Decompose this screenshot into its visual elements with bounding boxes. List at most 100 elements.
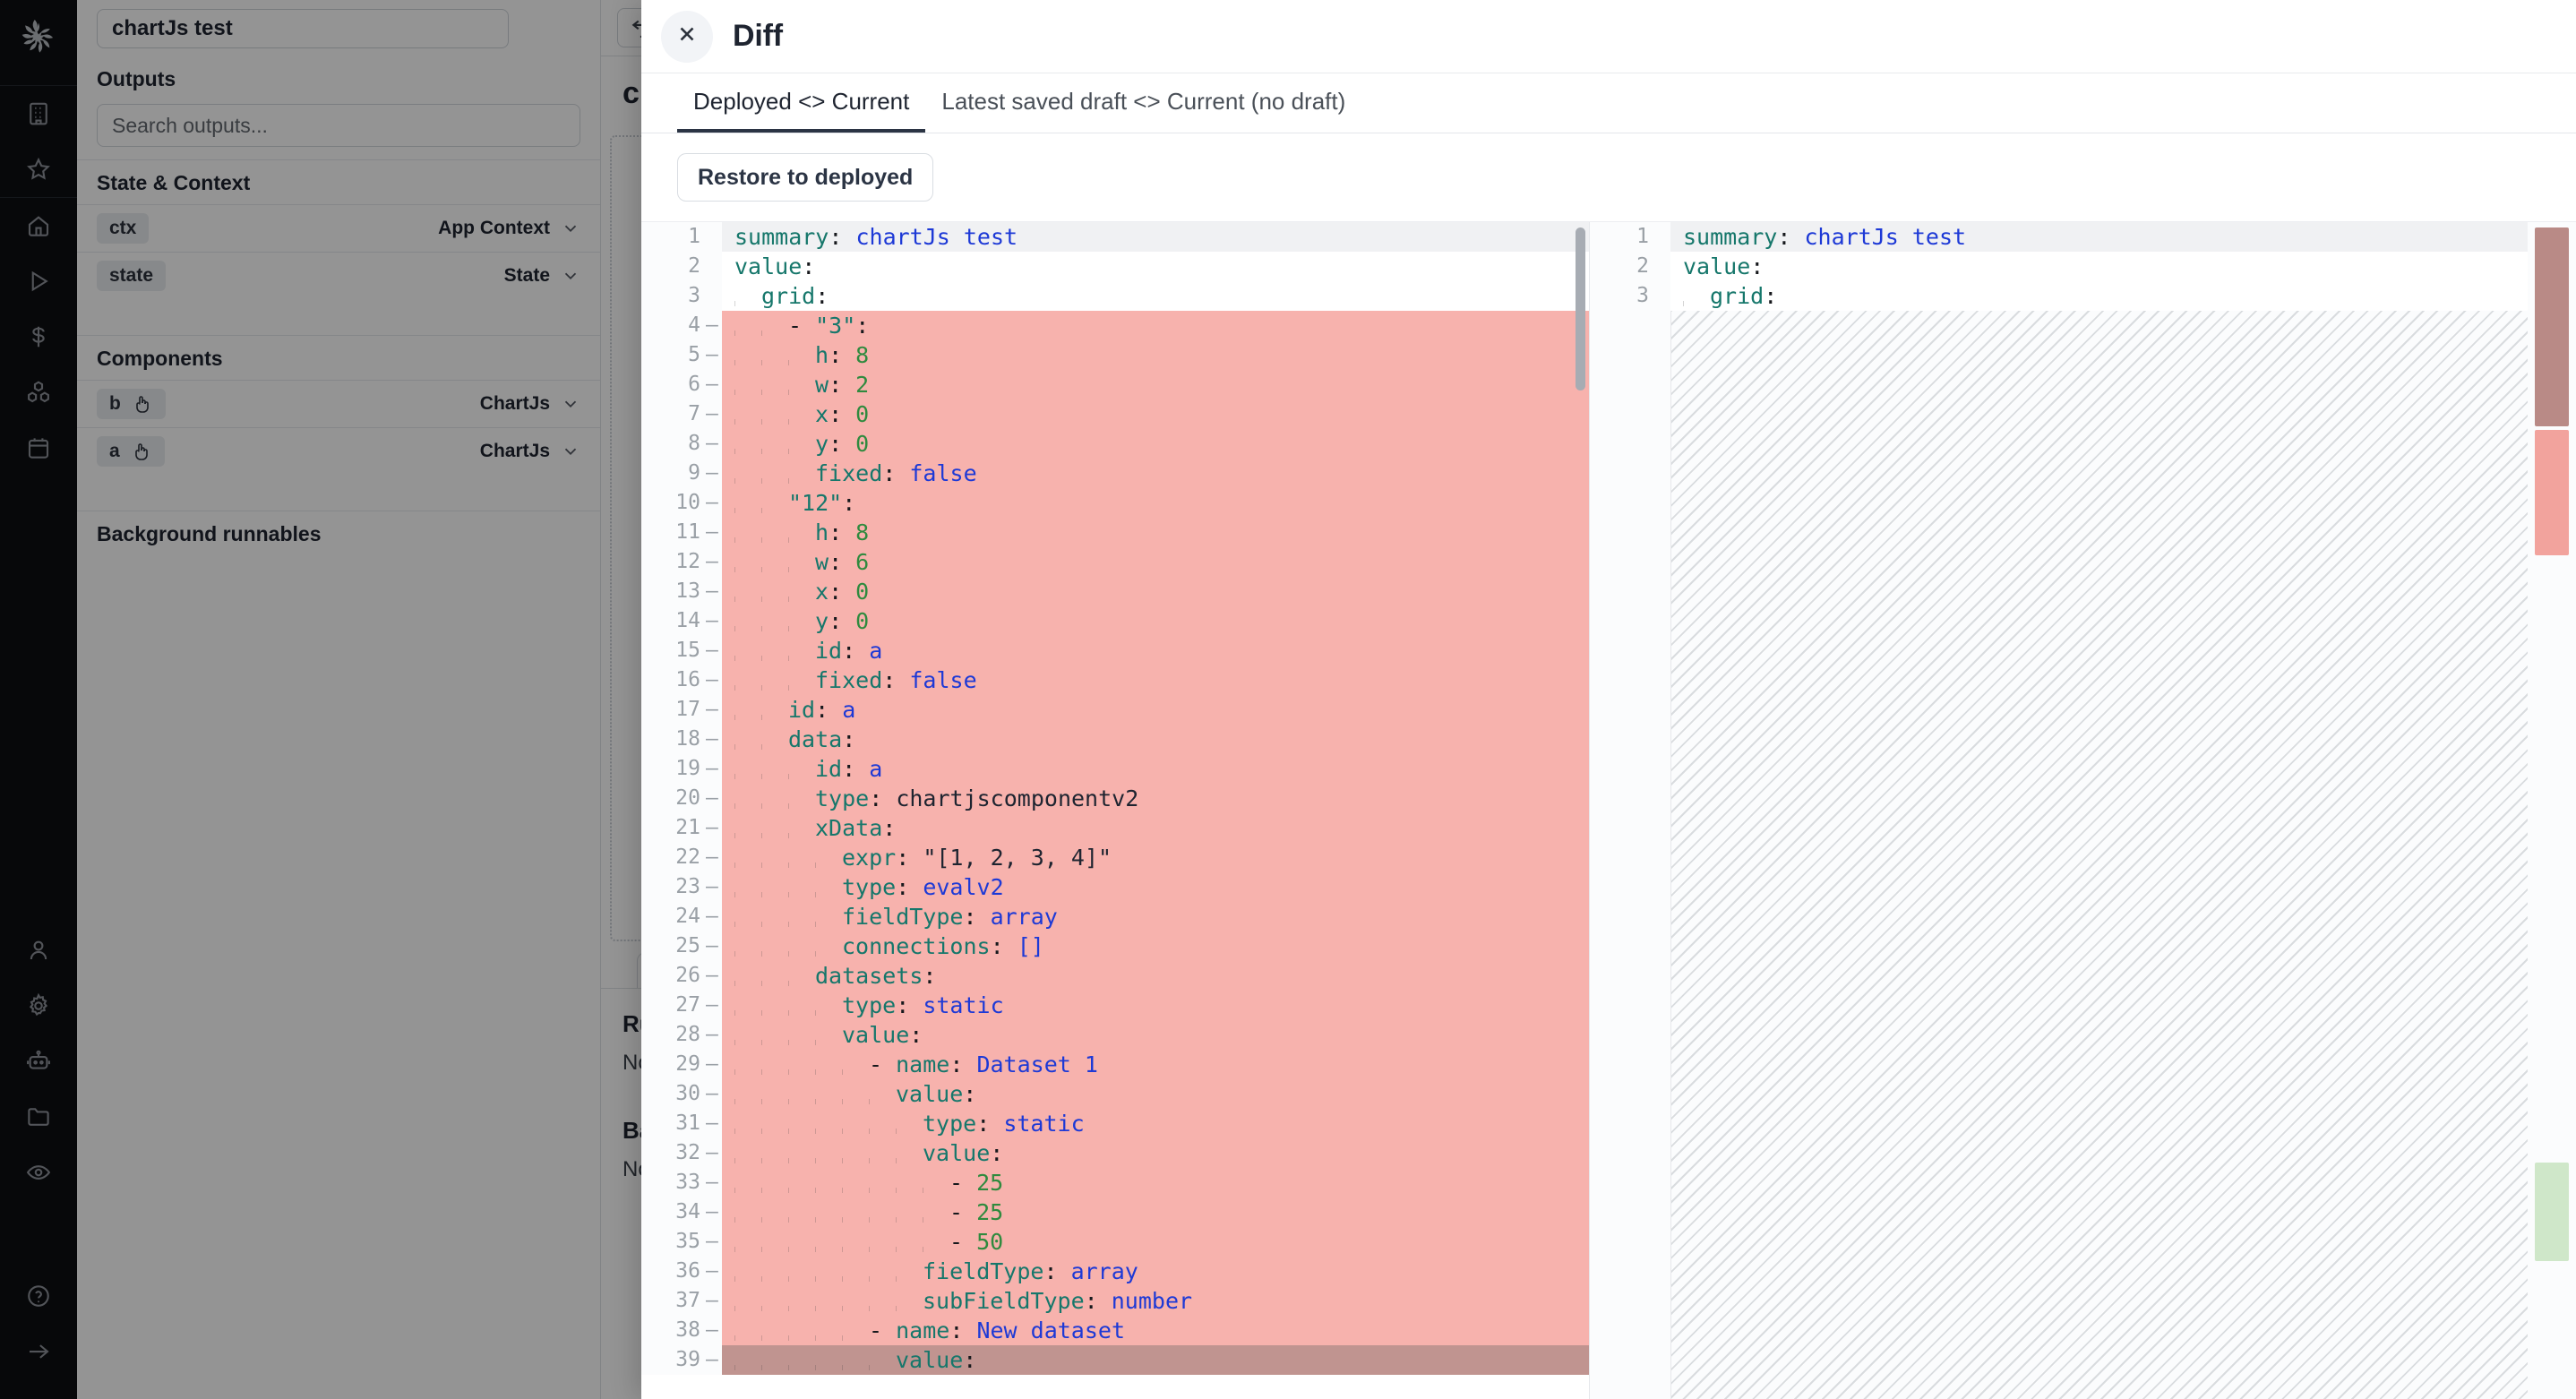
line-number: 1 (1590, 222, 1654, 252)
diff-line: 30— value: (641, 1079, 1589, 1109)
diff-line: 20— type: chartjscomponentv2 (641, 784, 1589, 813)
diff-marker: — (706, 872, 722, 902)
eye-icon[interactable] (0, 1145, 77, 1200)
diff-line: 2 value: (641, 252, 1589, 281)
close-button[interactable] (661, 10, 713, 63)
line-number: 2 (641, 252, 706, 281)
chevron-down-icon[interactable] (561, 219, 580, 238)
code-text: fixed: false (722, 665, 1589, 695)
diff-line: 3 grid: (1590, 281, 2576, 311)
state-context-row-state[interactable]: state State (77, 252, 600, 299)
diff-marker: — (706, 961, 722, 991)
cubes-icon[interactable] (0, 365, 77, 420)
line-number: 1 (641, 222, 706, 252)
robot-icon[interactable] (0, 1034, 77, 1089)
diff-marker: — (706, 813, 722, 843)
search-outputs-input[interactable]: Search outputs... (97, 104, 580, 147)
home-icon[interactable] (0, 198, 77, 253)
diff-line: 24— fieldType: array (641, 902, 1589, 931)
diff-marker: — (706, 1227, 722, 1257)
diff-marker (706, 222, 722, 252)
pointer-hand-icon (134, 443, 148, 460)
component-type-b: ChartJs (479, 393, 550, 414)
diff-line: 3 grid: (641, 281, 1589, 311)
code-text: subFieldType: number (722, 1286, 1589, 1316)
diff-line: 34— - 25 (641, 1197, 1589, 1227)
diff-marker: — (706, 577, 722, 606)
diff-code-left: 1 summary: chartJs test 2 value: 3 grid: 4— - "… (641, 222, 1589, 1375)
line-number: 29 (641, 1050, 706, 1079)
code-text: - "3": (722, 311, 1589, 340)
diff-line: 16— fixed: false (641, 665, 1589, 695)
diff-line: 23— type: evalv2 (641, 872, 1589, 902)
diff-marker: — (706, 1286, 722, 1316)
code-text: grid: (1670, 281, 2576, 311)
component-row-a[interactable]: a ChartJs (77, 427, 600, 475)
diff-marker: — (706, 311, 722, 340)
empty-region-hatch (1670, 311, 2535, 1399)
line-number: 3 (641, 281, 706, 311)
user-icon[interactable] (0, 923, 77, 978)
star-icon[interactable] (0, 142, 77, 197)
line-number: 10 (641, 488, 706, 518)
diff-pane-right[interactable]: 1 summary: chartJs test 2 value: 3 grid: (1590, 222, 2576, 1399)
state-context-value-state: State (503, 265, 550, 286)
line-number: 30 (641, 1079, 706, 1109)
code-text: summary: chartJs test (722, 222, 1589, 252)
line-number: 4 (641, 311, 706, 340)
chevron-down-icon[interactable] (561, 266, 580, 286)
folder-icon[interactable] (0, 1089, 77, 1145)
diff-line: 26— datasets: (641, 961, 1589, 991)
diff-marker (1654, 222, 1670, 252)
diff-minimap[interactable] (2528, 222, 2576, 1399)
restore-to-deployed-button[interactable]: Restore to deployed (677, 153, 934, 202)
state-context-row-ctx[interactable]: ctx App Context (77, 204, 600, 252)
app-name-input[interactable]: chartJs test (97, 8, 509, 48)
help-circle-icon[interactable] (0, 1268, 77, 1324)
line-number: 16 (641, 665, 706, 695)
diff-marker: — (706, 1138, 722, 1168)
tab-deployed-vs-current[interactable]: Deployed <> Current (677, 73, 926, 133)
code-text: h: 8 (722, 518, 1589, 547)
code-text: data: (722, 725, 1589, 754)
diff-line: 12— w: 6 (641, 547, 1589, 577)
line-number: 27 (641, 991, 706, 1020)
gear-icon[interactable] (0, 978, 77, 1034)
code-text: - 50 (722, 1227, 1589, 1257)
outputs-heading: Outputs (97, 67, 176, 90)
code-text: expr: "[1, 2, 3, 4]" (722, 843, 1589, 872)
dollar-icon[interactable] (0, 309, 77, 365)
chip-a: a (97, 436, 165, 467)
code-text: - name: Dataset 1 (722, 1050, 1589, 1079)
diff-line: 19— id: a (641, 754, 1589, 784)
code-text: w: 6 (722, 547, 1589, 577)
code-text: summary: chartJs test (1670, 222, 2576, 252)
diff-code-right: 1 summary: chartJs test 2 value: 3 grid: (1590, 222, 2576, 311)
line-number: 26 (641, 961, 706, 991)
code-text: y: 0 (722, 429, 1589, 459)
diff-marker: — (706, 370, 722, 399)
line-number: 14 (641, 606, 706, 636)
line-number: 8 (641, 429, 706, 459)
calendar-icon[interactable] (0, 420, 77, 476)
code-text: value: (722, 1079, 1589, 1109)
diff-marker: — (706, 1197, 722, 1227)
tab-latest-draft-vs-current[interactable]: Latest saved draft <> Current (no draft) (941, 87, 1346, 115)
line-number: 11 (641, 518, 706, 547)
chevron-down-icon[interactable] (561, 394, 580, 414)
play-icon[interactable] (0, 253, 77, 309)
line-number: 15 (641, 636, 706, 665)
logo-icon[interactable] (19, 20, 58, 64)
left-pane-scrollbar[interactable] (1576, 227, 1585, 391)
line-number: 9 (641, 459, 706, 488)
diff-pane-left[interactable]: 1 summary: chartJs test 2 value: 3 grid: 4— - "… (641, 222, 1590, 1399)
diff-line: 1 summary: chartJs test (1590, 222, 2576, 252)
diff-line: 13— x: 0 (641, 577, 1589, 606)
component-row-b[interactable]: b ChartJs (77, 380, 600, 427)
line-number: 34 (641, 1197, 706, 1227)
building-icon[interactable] (0, 86, 77, 142)
arrow-right-icon[interactable] (0, 1324, 77, 1379)
line-number: 6 (641, 370, 706, 399)
chevron-down-icon[interactable] (561, 442, 580, 461)
close-icon (675, 22, 699, 50)
